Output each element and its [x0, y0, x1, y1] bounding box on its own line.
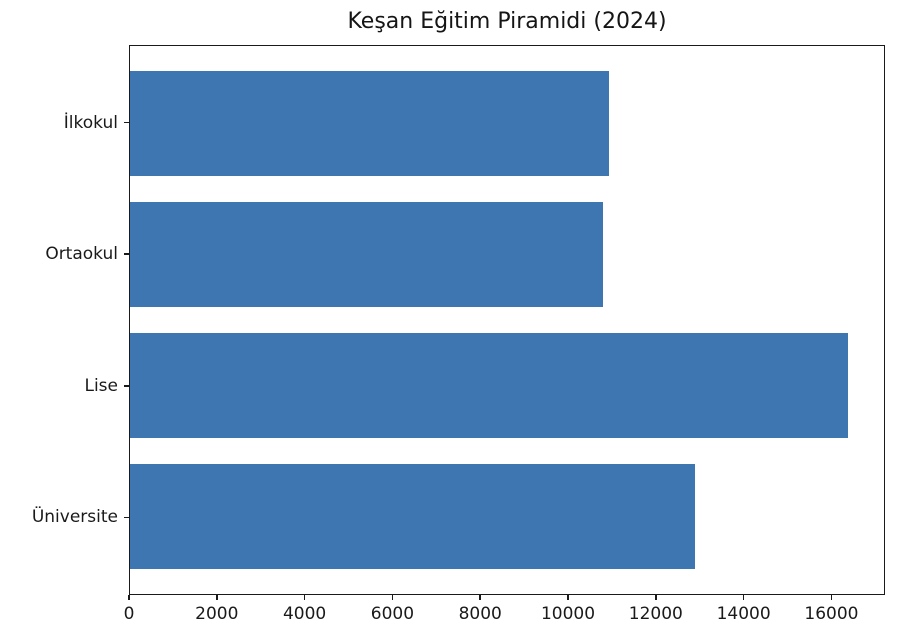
x-tick-mark-2000: [216, 595, 218, 600]
x-tick-label-6000: 6000: [370, 604, 415, 624]
y-tick-mark-2: [124, 385, 129, 387]
y-tick-mark-0: [124, 121, 129, 124]
bar-3: [130, 464, 695, 570]
x-tick-label-12000: 12000: [628, 604, 683, 624]
y-tick-label-2: Lise: [84, 375, 118, 396]
x-tick-label-0: 0: [123, 604, 135, 624]
x-tick-label-4000: 4000: [282, 604, 327, 624]
y-tick-label-0: İlkokul: [63, 112, 118, 133]
x-tick-mark-16000: [830, 595, 833, 600]
x-tick-mark-0: [128, 595, 130, 600]
x-tick-label-2000: 2000: [195, 604, 239, 624]
y-tick-label-3: Üniversite: [31, 507, 118, 528]
y-tick-mark-3: [124, 516, 129, 519]
bar-0: [130, 70, 610, 176]
x-tick-mark-6000: [391, 595, 394, 600]
plot-area: [129, 45, 885, 595]
y-tick-mark-1: [124, 253, 129, 255]
x-tick-label-8000: 8000: [458, 604, 502, 624]
chart-title: Keşan Eğitim Piramidi (2024): [347, 9, 667, 34]
x-tick-mark-4000: [303, 595, 306, 600]
x-tick-mark-10000: [567, 595, 569, 600]
bar-1: [130, 202, 603, 307]
y-tick-label-1: Ortaokul: [45, 244, 118, 265]
x-tick-mark-14000: [742, 595, 745, 600]
bar-2: [130, 333, 849, 438]
x-tick-mark-12000: [655, 595, 657, 600]
x-tick-label-16000: 16000: [804, 604, 859, 624]
x-tick-mark-8000: [479, 595, 481, 600]
x-tick-label-10000: 10000: [540, 604, 596, 624]
x-tick-label-14000: 14000: [716, 604, 771, 624]
